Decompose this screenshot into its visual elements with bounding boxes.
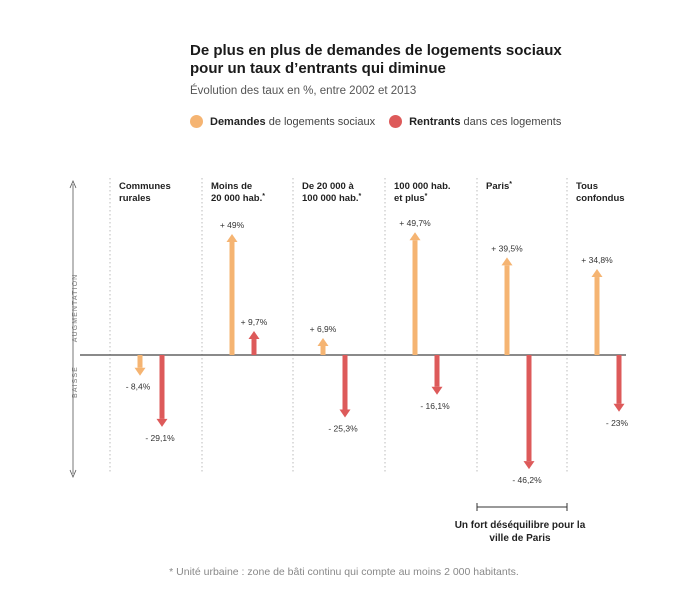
arrow-demandes-3-shaft xyxy=(412,240,418,355)
category-label-0-line1: Communes xyxy=(119,181,171,192)
arrow-demandes-2 xyxy=(317,337,329,355)
arrow-rentrants-5 xyxy=(613,355,625,412)
legend-dot-demandes xyxy=(190,115,203,128)
legend-item-rentrants: Rentrants dans ces logements xyxy=(389,115,561,128)
arrow-demandes-2-shaft xyxy=(320,345,326,355)
paris-annotation-line2: ville de Paris xyxy=(489,533,551,544)
arrow-demandes-1 xyxy=(226,233,238,355)
arrow-rentrants-4 xyxy=(523,355,535,470)
axis-up-arrowhead xyxy=(69,179,77,189)
category-label-4-line1: Paris* xyxy=(486,181,512,192)
data-label-demandes-3: + 49,7% xyxy=(399,218,431,228)
category-label-5-line2: confondus xyxy=(576,193,625,204)
axis-label-augmentation: AUGMENTATION xyxy=(72,274,79,343)
arrow-rentrants-0 xyxy=(156,355,168,427)
paris-annotation-line1: Un fort déséquilibre pour la xyxy=(455,520,586,531)
arrow-rentrants-0-head xyxy=(156,418,168,427)
arrow-demandes-0-shaft xyxy=(137,355,143,368)
arrow-rentrants-5-shaft xyxy=(616,355,622,404)
arrow-demandes-3-head xyxy=(409,232,421,241)
arrow-demandes-5 xyxy=(591,269,603,355)
arrow-rentrants-1-shaft xyxy=(251,339,257,355)
arrow-demandes-1-head xyxy=(226,233,238,242)
arrow-demandes-2-head xyxy=(317,337,329,346)
data-label-rentrants-4: - 46,2% xyxy=(512,475,542,485)
legend: Demandes de logements sociaux Rentrants … xyxy=(190,115,575,128)
data-label-demandes-2: + 6,9% xyxy=(310,324,337,334)
arrow-rentrants-2-head xyxy=(339,409,351,418)
data-label-demandes-0: - 8,4% xyxy=(126,382,151,392)
title-line-2: pour un taux d’entrants qui diminue xyxy=(190,60,446,77)
axis-label-baisse: BAISSE xyxy=(72,366,79,398)
arrow-rentrants-4-head xyxy=(523,461,535,470)
category-label-5-line1: Tous xyxy=(576,181,598,192)
category-star-3: * xyxy=(425,193,428,200)
category-label-1-line2: 20 000 hab.* xyxy=(211,193,265,204)
data-label-rentrants-2: - 25,3% xyxy=(328,423,358,433)
arrow-rentrants-5-head xyxy=(613,403,625,412)
data-label-demandes-1: + 49% xyxy=(220,220,245,230)
arrow-demandes-1-shaft xyxy=(229,241,235,355)
arrow-demandes-0-head xyxy=(134,367,146,376)
category-label-0-line2: rurales xyxy=(119,193,151,204)
data-label-rentrants-5: - 23% xyxy=(606,418,629,428)
category-label-3-line2: et plus* xyxy=(394,193,428,204)
data-label-rentrants-0: - 29,1% xyxy=(145,433,175,443)
legend-demandes-text: de logements sociaux xyxy=(265,115,376,128)
footnote: * Unité urbaine : zone de bâti continu q… xyxy=(169,566,519,578)
legend-rentrants-text: dans ces logements xyxy=(460,115,562,128)
category-label-2-line2: 100 000 hab.* xyxy=(302,193,362,204)
legend-item-demandes: Demandes de logements sociaux xyxy=(190,115,375,128)
arrow-demandes-4-shaft xyxy=(504,265,510,355)
arrow-rentrants-0-shaft xyxy=(159,355,165,419)
legend-dot-rentrants xyxy=(389,115,403,128)
arrow-rentrants-2 xyxy=(339,355,351,418)
chart-subtitle: Évolution des taux en %, entre 2002 et 2… xyxy=(190,85,417,97)
title-line-1: De plus en plus de demandes de logements… xyxy=(190,42,562,59)
category-star-2: * xyxy=(359,193,362,200)
arrow-rentrants-3 xyxy=(431,355,443,395)
category-label-1-line1: Moins de xyxy=(211,181,252,192)
category-star-4: * xyxy=(509,181,512,188)
arrow-rentrants-1-head xyxy=(248,331,260,340)
arrow-demandes-5-shaft xyxy=(594,277,600,355)
data-label-demandes-4: + 39,5% xyxy=(491,243,523,253)
data-label-rentrants-3: - 16,1% xyxy=(420,401,450,411)
data-label-rentrants-1: + 9,7% xyxy=(241,317,268,327)
arrow-rentrants-3-head xyxy=(431,386,443,395)
category-label-2-line1: De 20 000 à xyxy=(302,181,354,192)
category-label-3-line1: 100 000 hab. xyxy=(394,181,451,192)
legend-demandes-bold: Demandes xyxy=(210,115,266,128)
arrow-demandes-4 xyxy=(501,257,513,355)
arrow-demandes-0 xyxy=(134,355,146,376)
chart-title: De plus en plus de demandes de logements… xyxy=(190,42,610,78)
arrow-rentrants-3-shaft xyxy=(434,355,440,387)
axis-down-arrowhead xyxy=(69,469,77,479)
arrow-demandes-5-head xyxy=(591,269,603,278)
arrow-rentrants-2-shaft xyxy=(342,355,348,410)
arrow-rentrants-1 xyxy=(248,331,260,355)
arrow-rentrants-4-shaft xyxy=(526,355,532,462)
arrow-demandes-3 xyxy=(409,232,421,355)
legend-rentrants-bold: Rentrants xyxy=(409,115,461,128)
data-label-demandes-5: + 34,8% xyxy=(581,255,613,265)
category-star-1: * xyxy=(262,193,265,200)
arrow-demandes-4-head xyxy=(501,257,513,266)
